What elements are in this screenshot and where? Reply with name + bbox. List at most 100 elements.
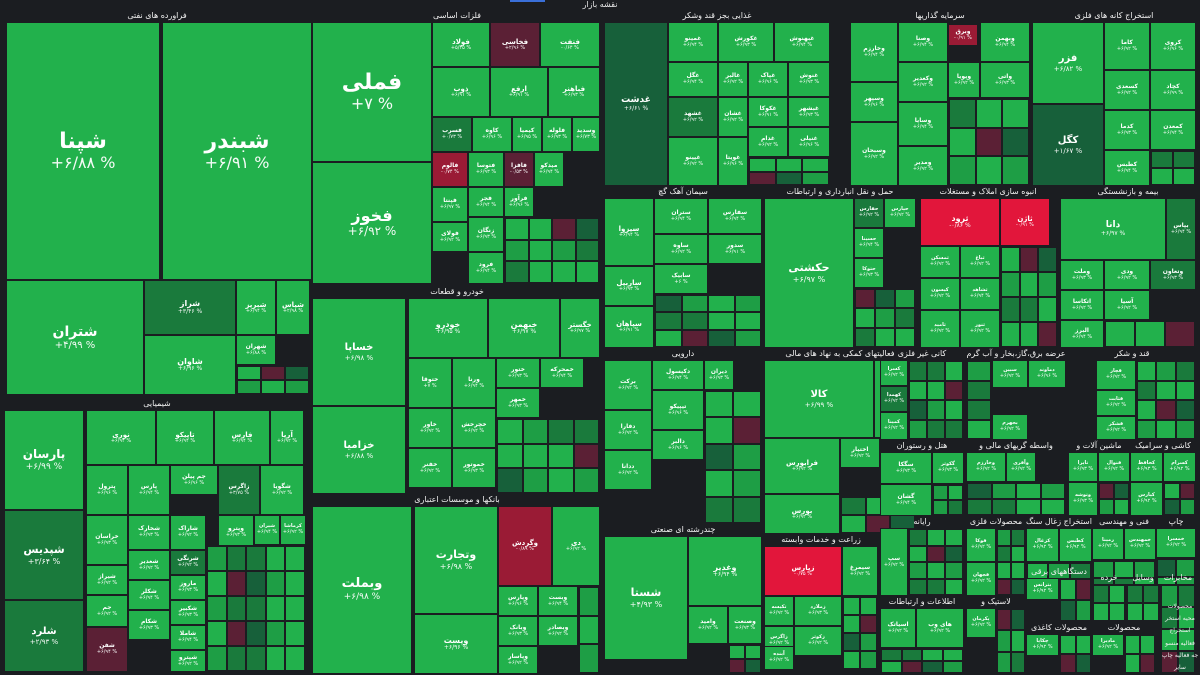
sector-s3[interactable]: غذایی بجز قند وشکر غدشت +۶/۶۱ % غمینو +۶/۹۴ …	[604, 10, 830, 186]
stock-tile[interactable]: شرنگی +۶/۹۲ %	[170, 550, 206, 575]
small-stock-tile[interactable]	[528, 218, 552, 240]
stock-tile[interactable]: فالوم -۰/۷۴ %	[432, 152, 468, 187]
sector-s9[interactable]: سیمان آهک گچ سیزوا +۶/۹۴ % ستران +۶/۹۴ % سفار…	[604, 186, 762, 348]
stock-tile[interactable]: فرود +۶/۹۴ %	[468, 252, 504, 284]
stock-tile[interactable]: شاراک +۶/۹۲ %	[170, 515, 206, 550]
small-stock-tile[interactable]	[967, 419, 991, 439]
sector-s11[interactable]: انبوه سازی املاک و مستغلات ثرود -۰/۸۶ % ثاژ…	[918, 186, 1058, 348]
small-stock-tile[interactable]	[1016, 499, 1041, 515]
stock-tile[interactable]: شپنا +۶/۸۸ %	[6, 22, 160, 280]
sector-s6[interactable]: شیمیایی پارسان +۶/۹۹ % شپدیس +۳/۶۴ % شلرد +۲/۹…	[4, 398, 310, 674]
stock-tile[interactable]: ثرود -۰/۸۶ %	[920, 198, 1000, 246]
small-stock-tile[interactable]	[207, 646, 227, 671]
stock-tile[interactable]: حکشتی +۶/۹۷ %	[764, 198, 854, 348]
small-stock-tile[interactable]	[997, 609, 1011, 631]
small-stock-tile[interactable]	[708, 312, 735, 330]
small-stock-tile[interactable]	[528, 261, 552, 283]
small-stock-tile[interactable]	[1161, 585, 1178, 607]
small-stock-tile[interactable]	[708, 329, 735, 347]
small-stock-tile[interactable]	[945, 562, 963, 579]
small-stock-tile[interactable]	[1178, 607, 1195, 629]
sector-s4[interactable]: سرمایه گذاریها وبرق -۰/۹۱ % وبهمن +۶/۹۴ % وصن…	[850, 10, 1030, 186]
stock-tile[interactable]: کهمدا +۶/۹۲ %	[880, 386, 908, 412]
small-stock-tile[interactable]	[1060, 654, 1076, 673]
stock-tile[interactable]: غالبر +۶/۹۲ %	[718, 62, 748, 97]
stock-tile[interactable]: ثمسکن +۶/۹۲ %	[920, 246, 960, 278]
small-stock-tile[interactable]	[1151, 151, 1173, 168]
stock-tile[interactable]: ثنور +۶/۹۲ %	[960, 310, 1000, 348]
sector-s34[interactable]: خرده	[1092, 572, 1126, 622]
sector-s5[interactable]: استخراج کانه های فلزی فزر +۶/۸۲ % کگل +۱/۶۷ …	[1032, 10, 1196, 186]
small-stock-tile[interactable]	[843, 615, 860, 633]
small-stock-tile[interactable]	[505, 218, 529, 240]
small-stock-tile[interactable]	[705, 443, 733, 471]
small-stock-tile[interactable]	[1178, 585, 1195, 607]
small-stock-tile[interactable]	[575, 218, 599, 240]
small-stock-tile[interactable]	[1156, 361, 1176, 381]
small-stock-tile[interactable]	[733, 496, 761, 523]
stock-tile[interactable]: خراسان +۶/۹۳ %	[86, 515, 128, 565]
small-stock-tile[interactable]	[729, 645, 745, 659]
small-stock-tile[interactable]	[573, 419, 599, 444]
stock-tile[interactable]: کطبس +۶/۹۲ %	[1059, 528, 1092, 562]
stock-tile[interactable]: فباهنر +۶/۹۳ %	[548, 67, 600, 117]
stock-tile[interactable]: کیمیا +۶/۹۵ %	[512, 117, 542, 152]
small-stock-tile[interactable]	[207, 596, 227, 621]
stock-tile[interactable]: جم +۶/۹۲ %	[86, 595, 128, 627]
small-stock-tile[interactable]	[528, 239, 552, 262]
stock-tile[interactable]: کدما +۶/۹۳ %	[1104, 110, 1150, 150]
stock-tile[interactable]: سپاهان +۶/۹۱ %	[604, 306, 654, 348]
stock-tile[interactable]: شیران +۶/۹۴ %	[254, 515, 280, 545]
stock-tile[interactable]: گشان +۶/۹۴ %	[880, 484, 932, 516]
small-stock-tile[interactable]	[909, 361, 927, 381]
small-stock-tile[interactable]	[1178, 629, 1195, 651]
small-stock-tile[interactable]	[997, 651, 1011, 673]
stock-tile[interactable]: وآفری +۶/۹۲ %	[1006, 452, 1036, 482]
small-stock-tile[interactable]	[734, 295, 761, 313]
stock-tile[interactable]: شکبیر +۶/۹۳ %	[170, 600, 206, 625]
stock-tile[interactable]: غمینو +۶/۹۴ %	[668, 22, 718, 62]
stock-tile[interactable]: وخارزم +۶/۹۲ %	[966, 452, 1006, 482]
small-stock-tile[interactable]	[246, 546, 266, 571]
small-stock-tile[interactable]	[1011, 651, 1025, 673]
stock-tile[interactable]: کمینا +۶/۹۲ %	[880, 412, 908, 440]
small-stock-tile[interactable]	[875, 289, 895, 309]
small-stock-tile[interactable]	[1137, 419, 1157, 439]
stock-tile[interactable]: حسینا +۶/۹۴ %	[854, 228, 884, 258]
stock-tile[interactable]: فخاسی +۲/۹۶ %	[490, 22, 540, 67]
stock-tile[interactable]: شاملا +۶/۹۴ %	[170, 625, 206, 650]
small-stock-tile[interactable]	[975, 156, 1003, 185]
small-stock-tile[interactable]	[655, 329, 682, 347]
small-stock-tile[interactable]	[1011, 578, 1025, 595]
small-stock-tile[interactable]	[573, 443, 599, 469]
small-stock-tile[interactable]	[922, 649, 943, 661]
stock-tile[interactable]: کیسون +۶/۹۲ %	[920, 278, 960, 310]
stock-tile[interactable]: حپارس +۶/۹۲ %	[884, 198, 916, 228]
stock-tile[interactable]: سیزوا +۶/۹۴ %	[604, 198, 654, 266]
small-stock-tile[interactable]	[949, 127, 976, 157]
small-stock-tile[interactable]	[802, 158, 829, 172]
small-stock-tile[interactable]	[1164, 483, 1180, 499]
small-stock-tile[interactable]	[855, 308, 875, 328]
stock-tile[interactable]: غپاک +۶/۹۶ %	[748, 62, 788, 97]
stock-tile[interactable]: زاگرس +۳/۷۵ %	[218, 465, 260, 515]
stock-tile[interactable]: واتی +۶/۹۳ %	[980, 62, 1030, 98]
small-stock-tile[interactable]	[505, 261, 529, 283]
small-stock-tile[interactable]	[522, 443, 548, 469]
stock-tile[interactable]: وتعاون +۶/۹۳ %	[1150, 260, 1196, 290]
stock-tile[interactable]: وپترو +۶/۹۳ %	[218, 515, 254, 550]
stock-tile[interactable]: وبانک +۶/۹۳ %	[498, 616, 538, 646]
stock-tile[interactable]: فارس +۶/۹۴ %	[214, 410, 270, 465]
stock-tile[interactable]: فسرب +۰/۷۳ %	[432, 117, 472, 152]
stock-tile[interactable]: غدام +۶/۹۲ %	[748, 127, 788, 157]
stock-tile[interactable]: وگردش -۰/۸۹ %	[498, 506, 552, 586]
stock-tile[interactable]: غویتا +۶/۹۶ %	[718, 137, 748, 186]
stock-tile[interactable]: بترانس +۶/۹۲ %	[1026, 578, 1059, 600]
stock-tile[interactable]: گکوثر +۶/۹۳ %	[932, 452, 964, 484]
stock-tile[interactable]: خاور +۶/۹۲ %	[408, 408, 452, 448]
sector-s30[interactable]: لاستیک و پکرمان +۶/۹۲ %	[966, 596, 1026, 674]
stock-tile[interactable]: ثشاهد +۶/۹۴ %	[960, 278, 1000, 310]
stock-tile[interactable]: خمحرکه +۶/۹۴ %	[540, 358, 584, 388]
small-stock-tile[interactable]	[997, 578, 1011, 595]
stock-tile[interactable]: مادیرا +۶/۹۲ %	[1092, 634, 1124, 656]
